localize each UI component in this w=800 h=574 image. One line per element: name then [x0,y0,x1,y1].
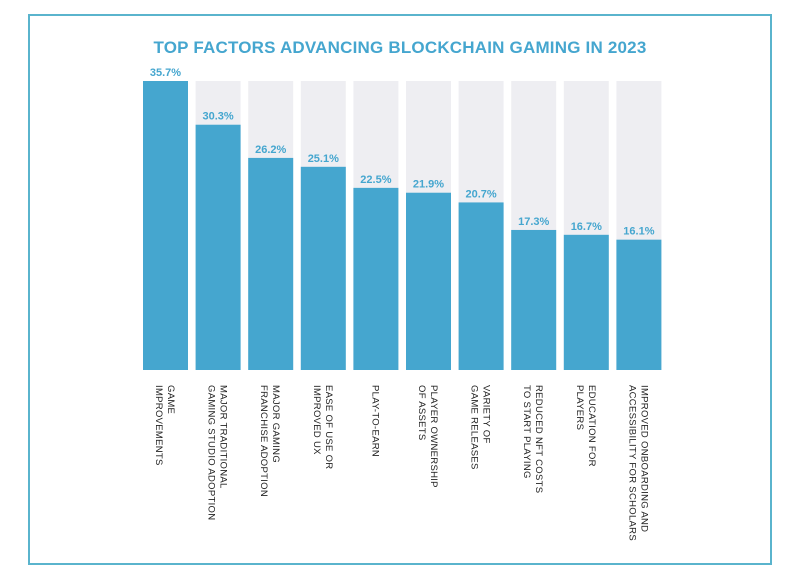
data-label: 30.3% [202,111,233,123]
category-label-line: MAJOR TRADITIONAL [218,385,229,489]
data-label: 17.3% [518,216,549,228]
bar [406,192,451,370]
category-label: PLAY-TO-EARN [369,385,380,457]
bar [353,187,399,370]
category-label-line: GAMING STUDIO ADOPTION [206,385,217,520]
bar [511,229,557,370]
category-label-line: EASE OF USE OR [323,385,334,469]
category-label-line: TO START PLAYING [521,385,532,479]
bar [195,124,241,370]
category-label-line: REDUCED NFT COSTS [533,385,544,493]
category-label-line: IMPROVEMENTS [153,385,164,466]
bar [143,81,188,370]
category-label-line: GAME [165,385,176,414]
data-label: 22.5% [360,174,391,186]
category-label-line: FRANCHISE ADOPTION [258,385,269,497]
category-label-line: IMPROVED ONBOARDING AND [638,385,649,532]
category-label-line: GAME RELEASES [469,385,480,470]
category-label-line: MAJOR GAMING [270,385,281,463]
bar [248,157,294,370]
category-label-line: IMPROVED UX [311,385,322,455]
chart-title: TOP FACTORS ADVANCING BLOCKCHAIN GAMING … [153,38,647,57]
category-label-line: VARIETY OF [481,385,492,444]
category-label-line: EDUCATION FOR [586,385,597,467]
category-label-line: PLAY-TO-EARN [369,385,380,457]
data-label: 20.7% [465,188,496,200]
category-label-line: ACCESSIBILITY FOR SCHOLARS [626,385,637,541]
data-label: 25.1% [308,153,339,165]
category-label-line: PLAYER OWNERSHIP [428,385,439,488]
bar [616,239,662,370]
data-label: 26.2% [255,144,286,156]
bar [563,234,609,370]
data-label: 16.1% [623,226,654,238]
category-label-line: OF ASSETS [416,385,427,441]
data-label: 16.7% [571,221,602,233]
data-label: 35.7% [150,67,181,79]
bar [300,166,346,370]
bar [458,202,504,370]
data-label: 21.9% [413,179,444,191]
category-label-line: PLAYERS [574,385,585,430]
